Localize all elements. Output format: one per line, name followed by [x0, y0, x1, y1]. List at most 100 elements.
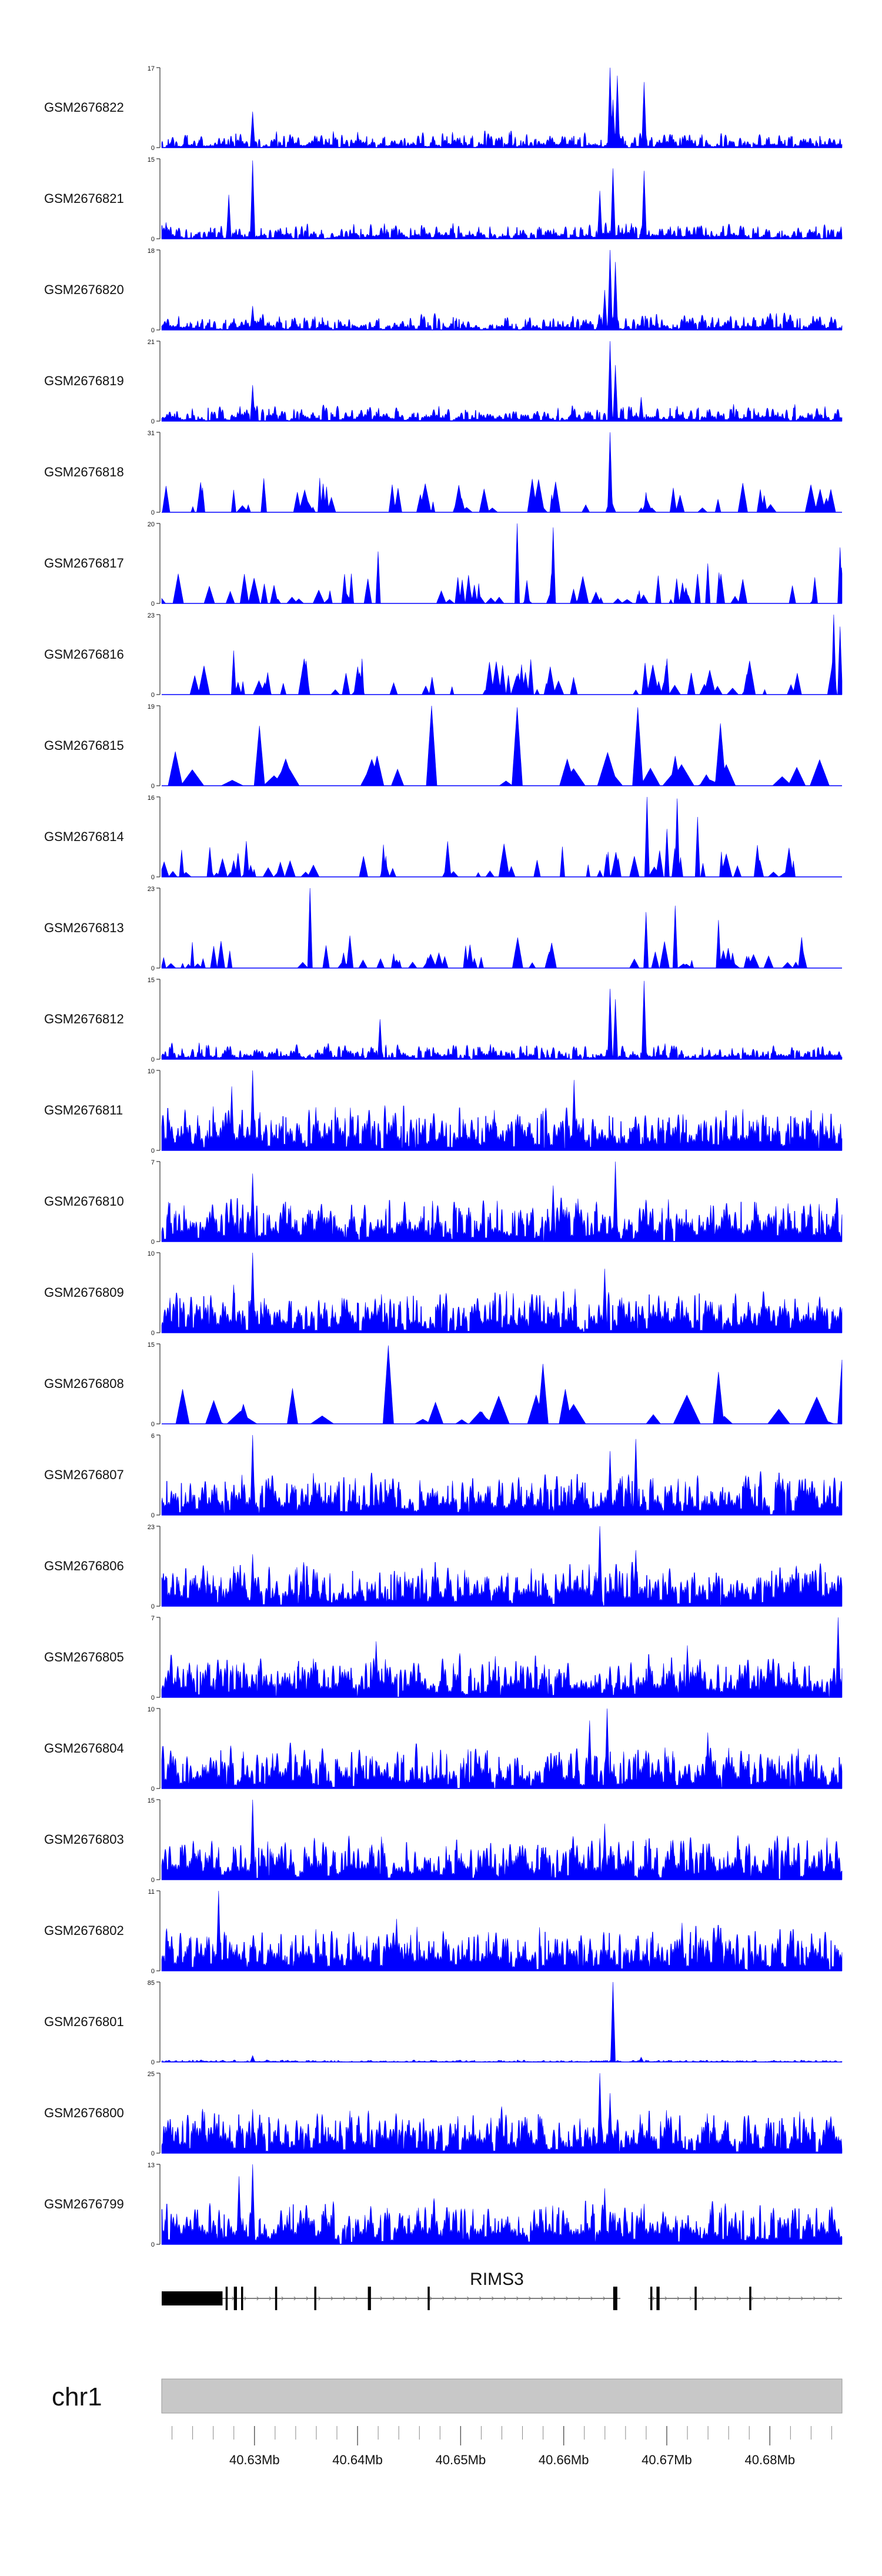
strand-arrow	[726, 2296, 729, 2301]
strand-arrow	[318, 2296, 321, 2301]
strand-arrow	[244, 2296, 247, 2301]
track-GSM2676812: GSM2676812 15 0	[44, 977, 843, 1063]
exon	[275, 2287, 278, 2310]
axis-tick-label: 40.63Mb	[229, 2452, 280, 2467]
y-max-label: 15	[148, 1797, 155, 1804]
y-max-label: 17	[148, 65, 155, 72]
strand-arrow	[355, 2296, 358, 2301]
track-label: GSM2676814	[44, 829, 124, 844]
y-max-label: 15	[148, 977, 155, 984]
signal-area	[161, 1252, 843, 1333]
signal-area	[161, 1434, 843, 1516]
y-max-label: 21	[148, 339, 155, 346]
signal-area	[161, 1981, 843, 2063]
y-max-label: 25	[148, 2071, 155, 2078]
track-GSM2676819: GSM2676819 21 0	[44, 339, 843, 425]
y-min-label: 0	[151, 1421, 155, 1428]
track-GSM2676799: GSM2676799 13 0	[44, 2162, 843, 2248]
signal-area	[161, 980, 843, 1060]
track-label: GSM2676802	[44, 1923, 124, 1938]
strand-arrow	[776, 2296, 779, 2301]
y-max-label: 16	[148, 795, 155, 802]
y-max-label: 31	[148, 430, 155, 437]
track-label: GSM2676808	[44, 1376, 124, 1391]
y-min-label: 0	[151, 1603, 155, 1610]
strand-arrow	[417, 2296, 420, 2301]
y-max-label: 15	[148, 1342, 155, 1349]
axis-tick-label: 40.67Mb	[642, 2452, 692, 2467]
strand-arrow	[467, 2296, 470, 2301]
signal-area	[161, 1799, 843, 1880]
y-min-label: 0	[151, 1512, 155, 1519]
y-max-label: 23	[148, 612, 155, 619]
signal-area	[162, 1345, 843, 1424]
y-min-label: 0	[151, 1239, 155, 1246]
strand-arrow	[269, 2296, 272, 2301]
track-label: GSM2676801	[44, 2014, 124, 2029]
y-min-label: 0	[151, 1786, 155, 1793]
y-max-label: 13	[148, 2162, 155, 2169]
chromosome-band	[161, 2378, 843, 2414]
y-max-label: 15	[148, 156, 155, 163]
y-max-label: 6	[151, 1433, 155, 1440]
strand-arrow	[566, 2296, 569, 2301]
strand-arrow	[701, 2296, 704, 2301]
strand-arrow	[479, 2296, 482, 2301]
y-max-label: 7	[151, 1159, 155, 1166]
y-max-label: 23	[148, 886, 155, 893]
signal-area	[161, 160, 843, 239]
track-label: GSM2676803	[44, 1832, 124, 1847]
track-GSM2676809: GSM2676809 10 0	[44, 1250, 843, 1337]
strand-arrow	[293, 2296, 296, 2301]
strand-arrow	[492, 2296, 495, 2301]
y-max-label: 85	[148, 1980, 155, 1987]
y-max-label: 19	[148, 703, 155, 710]
y-max-label: 10	[148, 1250, 155, 1257]
track-GSM2676815: GSM2676815 19 0	[44, 703, 842, 790]
y-min-label: 0	[151, 1968, 155, 1975]
exon	[240, 2287, 243, 2310]
track-GSM2676822: GSM2676822 17 0	[44, 65, 843, 152]
track-label: GSM2676818	[44, 465, 124, 479]
strand-arrow	[813, 2296, 816, 2301]
axis-tick-label: 40.66Mb	[539, 2452, 589, 2467]
strand-arrow	[788, 2296, 791, 2301]
signal-area	[161, 1526, 843, 1607]
strand-arrow	[677, 2296, 680, 2301]
strand-arrow	[343, 2296, 346, 2301]
strand-arrow	[838, 2296, 841, 2301]
y-max-label: 10	[148, 1706, 155, 1713]
track-GSM2676810: GSM2676810 7 0	[44, 1159, 843, 1246]
y-min-label: 0	[151, 145, 155, 152]
y-max-label: 11	[148, 1888, 155, 1896]
track-GSM2676814: GSM2676814 16 0	[44, 795, 842, 881]
y-min-label: 0	[151, 1147, 155, 1154]
strand-arrow	[541, 2296, 544, 2301]
strand-arrow	[801, 2296, 804, 2301]
track-GSM2676800: GSM2676800 25 0	[44, 2071, 843, 2157]
signal-area	[161, 341, 843, 422]
track-GSM2676806: GSM2676806 23 0	[44, 1524, 843, 1610]
axis-tick-label: 40.65Mb	[436, 2452, 486, 2467]
track-GSM2676804: GSM2676804 10 0	[44, 1706, 843, 1793]
track-label: GSM2676809	[44, 1285, 124, 1300]
strand-arrow	[504, 2296, 507, 2301]
y-max-label: 23	[148, 1524, 155, 1531]
track-label: GSM2676799	[44, 2197, 124, 2211]
track-GSM2676817: GSM2676817 20 0	[44, 521, 843, 608]
track-label: GSM2676813	[44, 920, 124, 935]
signal-area	[161, 1890, 843, 1971]
signal-area	[161, 523, 843, 604]
track-GSM2676816: GSM2676816 23 0	[44, 612, 843, 699]
track-label: GSM2676815	[44, 738, 124, 753]
strand-arrow	[455, 2296, 457, 2301]
strand-arrow	[442, 2296, 445, 2301]
strand-arrow	[330, 2296, 333, 2301]
track-label: GSM2676812	[44, 1012, 124, 1026]
y-min-label: 0	[151, 509, 155, 516]
signal-area	[161, 1617, 843, 1698]
chromosome-label: chr1	[52, 2383, 102, 2411]
exon	[749, 2287, 751, 2310]
y-max-label: 20	[148, 521, 155, 528]
track-label: GSM2676819	[44, 373, 124, 388]
